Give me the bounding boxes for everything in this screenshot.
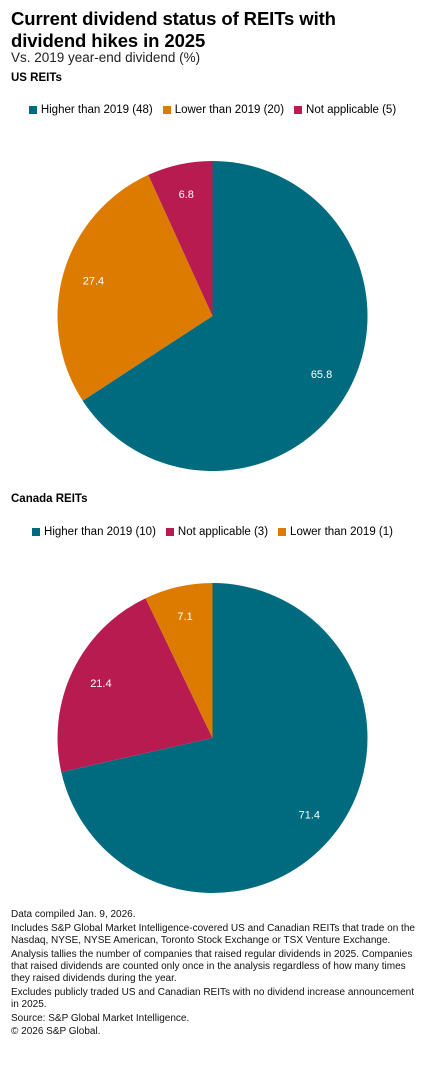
- footnote-source: Source: S&P Global Market Intelligence.: [11, 1012, 190, 1024]
- legend-swatch: [278, 528, 287, 536]
- chart-subtitle: Vs. 2019 year-end dividend (%): [11, 50, 201, 65]
- pie-slice: [57, 598, 213, 773]
- footnote-copyright: © 2026 S&P Global.: [11, 1026, 101, 1038]
- pie-slice-label: 27.4: [83, 275, 104, 287]
- legend-swatch: [294, 106, 303, 114]
- legend-item-us-higher: Higher than 2019 (48): [28, 104, 153, 116]
- footnotes: Data compiled Jan. 9, 2026. Includes S&P…: [11, 909, 416, 1040]
- pie-slice-label: 65.8: [311, 369, 332, 381]
- legend-label: Higher than 2019 (10): [44, 526, 156, 538]
- legend-label: Lower than 2019 (20): [174, 104, 285, 116]
- us-reits-legend: Higher than 2019 (48) Lower than 2019 (2…: [0, 104, 425, 116]
- legend-item-ca-na: Not applicable (3): [165, 526, 269, 538]
- legend-item-us-na: Not applicable (5): [294, 104, 396, 116]
- legend-label: Not applicable (5): [306, 104, 397, 116]
- legend-item-ca-higher: Higher than 2019 (10): [32, 526, 156, 538]
- pie-slice: [148, 161, 213, 316]
- footnote-methodology: Analysis tallies the number of companies…: [11, 948, 413, 985]
- pie-slice: [57, 174, 213, 401]
- legend-swatch: [28, 106, 37, 114]
- canada-reits-legend: Higher than 2019 (10) Not applicable (3)…: [0, 526, 425, 538]
- pie-slice: [61, 583, 368, 893]
- legend-label: Lower than 2019 (1): [290, 526, 393, 538]
- pie-slice-label: 71.4: [299, 809, 320, 821]
- footnote-exclusions: Excludes publicly traded US and Canadian…: [11, 986, 415, 1010]
- chart-title: Current dividend status of REITs with di…: [11, 8, 336, 51]
- legend-swatch: [165, 528, 174, 536]
- legend-label: Higher than 2019 (48): [40, 104, 153, 116]
- pie-slice-label: 7.1: [177, 611, 192, 623]
- pie-slice-label: 21.4: [90, 678, 111, 690]
- legend-label: Not applicable (3): [177, 526, 269, 538]
- legend-swatch: [32, 528, 41, 536]
- pie-slice: [145, 583, 213, 738]
- canada-reits-title: Canada REITs: [11, 493, 88, 505]
- canada-reits-pie-chart: 71.4 21.4 7.1: [57, 583, 368, 893]
- pie-slice: [82, 161, 368, 472]
- footnote-coverage: Includes S&P Global Market Intelligence-…: [11, 922, 415, 946]
- us-reits-title: US REITs: [11, 72, 62, 84]
- us-reits-pie-chart: 65.8 27.4 6.8: [57, 161, 368, 472]
- pie-slice-label: 6.8: [179, 189, 194, 201]
- legend-swatch: [162, 106, 171, 114]
- legend-item-ca-lower: Lower than 2019 (1): [278, 526, 393, 538]
- footnote-data-compiled: Data compiled Jan. 9, 2026.: [11, 909, 136, 920]
- legend-item-us-lower: Lower than 2019 (20): [162, 104, 285, 116]
